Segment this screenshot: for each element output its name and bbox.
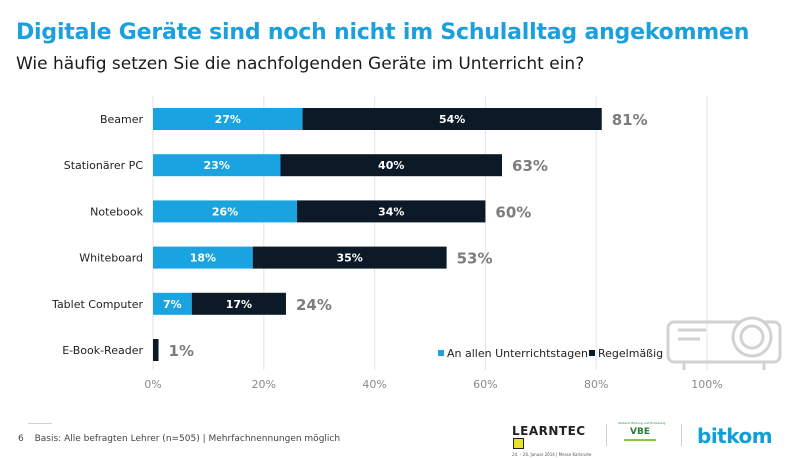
logo-separator xyxy=(681,424,682,446)
footer-basis: Basis: Alle befragten Lehrer (n=505) | M… xyxy=(34,434,341,444)
total-label: 63% xyxy=(512,157,548,175)
segment-label: 40% xyxy=(378,159,404,172)
footer-note: 6 Basis: Alle befragten Lehrer (n=505) |… xyxy=(18,434,340,444)
legend-label: Regelmäßig xyxy=(598,347,663,360)
total-label: 24% xyxy=(296,296,332,314)
bar-segment xyxy=(191,292,286,315)
bar-segment xyxy=(280,154,503,177)
logo-separator xyxy=(606,424,607,446)
page-title: Digitale Geräte sind noch nicht im Schul… xyxy=(16,20,750,45)
bitkom-logo: bitkom xyxy=(697,424,773,448)
vbe-wordmark: VBE xyxy=(630,427,650,437)
learntec-logo: LEARNTEC 24. – 26. Januar 2014 | Messe K… xyxy=(512,424,592,457)
segment-label: 35% xyxy=(336,252,362,265)
x-tick-label: 20% xyxy=(252,378,276,391)
footer-divider xyxy=(28,423,52,424)
x-tick-label: 40% xyxy=(362,378,386,391)
category-label: Tablet Computer xyxy=(51,298,143,311)
vbe-logo: Verband Bildung und Erziehung VBE xyxy=(618,421,666,449)
vbe-bar xyxy=(624,439,656,441)
segment-label: 26% xyxy=(212,205,238,218)
legend-label: An allen Unterrichtstagen xyxy=(447,347,588,360)
bar-segment xyxy=(252,246,447,269)
segment-label: 27% xyxy=(215,113,241,126)
segment-label: 18% xyxy=(190,252,216,265)
bar-segment xyxy=(302,108,602,130)
bar-segment xyxy=(153,108,303,130)
segment-label: 7% xyxy=(163,298,182,311)
category-label: Notebook xyxy=(90,205,143,218)
total-label: 81% xyxy=(612,111,648,129)
page-number: 6 xyxy=(18,434,24,444)
segment-label: 54% xyxy=(439,113,465,126)
bar-segment xyxy=(153,292,192,315)
bar-segment xyxy=(153,200,298,223)
total-label: 53% xyxy=(457,250,493,268)
legend-swatch xyxy=(589,350,595,356)
x-tick-label: 60% xyxy=(473,378,497,391)
learntec-wordmark: LEARNTEC xyxy=(512,424,586,438)
total-label: 1% xyxy=(169,342,194,360)
bar-segment xyxy=(153,154,281,177)
total-label: 60% xyxy=(495,203,531,221)
segment-label: 17% xyxy=(226,298,252,311)
segment-label: 34% xyxy=(378,205,404,218)
category-label: Beamer xyxy=(100,113,144,126)
category-label: E-Book-Reader xyxy=(62,344,143,357)
category-label: Whiteboard xyxy=(79,252,143,265)
bar-segment xyxy=(297,200,486,223)
x-tick-label: 0% xyxy=(144,378,161,391)
segment-label: 23% xyxy=(204,159,230,172)
bar-segment xyxy=(153,246,253,269)
learntec-tagline: 24. – 26. Januar 2014 | Messe Karlsruhe xyxy=(512,452,592,457)
vbe-tagline: Verband Bildung und Erziehung xyxy=(618,421,666,425)
legend-swatch xyxy=(438,350,444,356)
x-tick-label: 80% xyxy=(584,378,608,391)
page-subtitle: Wie häufig setzen Sie die nachfolgenden … xyxy=(16,54,585,74)
category-label: Stationärer PC xyxy=(64,159,144,172)
x-tick-label: 100% xyxy=(691,378,722,391)
learntec-square-icon xyxy=(513,438,524,449)
projector-icon xyxy=(666,316,782,370)
bar-segment xyxy=(153,339,159,361)
